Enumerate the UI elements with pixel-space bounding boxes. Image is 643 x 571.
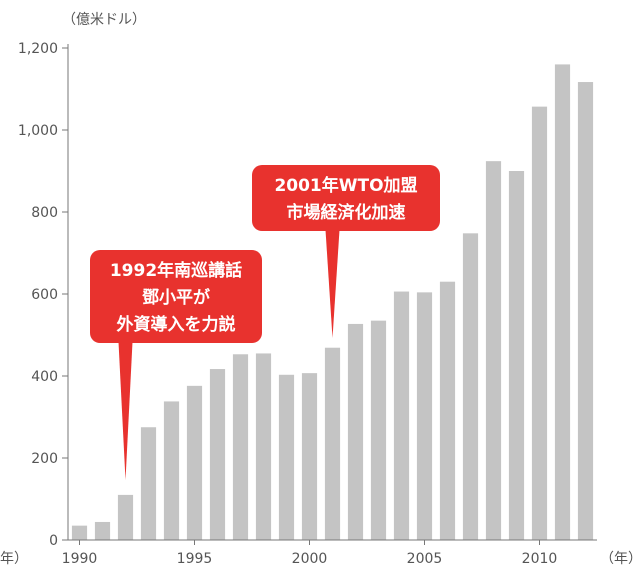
x-axis-unit-left: 年） [0,551,28,567]
callout-box [90,250,262,343]
y-axis-unit: （億米ドル） [62,12,146,28]
bar-1991 [94,521,111,540]
bar-2005 [416,292,433,540]
bar-1997 [232,354,249,540]
bar-2003 [370,320,387,540]
x-tick-label: 2000 [292,551,328,567]
x-tick-label: 2010 [522,551,558,567]
x-tick-label: 1995 [177,551,213,567]
y-tick-label: 1,200 [18,41,58,57]
callout-pointer [118,342,133,480]
bar-2004 [393,291,410,540]
bar-1995 [186,385,203,540]
callout-line: 鄧小平が [141,287,210,308]
callout-box [252,165,440,231]
bar-2007 [462,233,479,540]
bar-1996 [209,369,226,540]
y-tick-label: 200 [31,451,58,467]
x-axis-ticks: 1990 1995 2000 2005 2010 [62,540,558,567]
y-tick-label: 400 [31,369,58,385]
bar-2010 [531,106,548,540]
y-axis-ticks: 0 200 400 600 800 1,000 1,200 [18,41,68,549]
callout-line: 2001年WTO加盟 [274,175,417,196]
bar-2001 [324,347,341,540]
bar-1998 [255,353,272,540]
bar-2012 [577,82,594,540]
bar-2006 [439,281,456,540]
callout-line: 市場経済化加速 [287,202,406,223]
callout-pointer [325,230,340,338]
bar-2011 [554,64,571,541]
bar-2002 [347,323,364,540]
y-tick-label: 1,000 [18,123,58,139]
bar-1993 [140,427,157,540]
bars [71,64,594,541]
bar-2009 [508,171,525,540]
bar-1990 [71,525,88,540]
y-tick-label: 0 [49,533,58,549]
callout-line: 外資導入を力説 [117,314,236,335]
axes [67,44,597,541]
x-tick-label: 2005 [407,551,443,567]
x-tick-label: 1990 [62,551,98,567]
x-axis-unit: （年） [600,551,642,567]
bar-1994 [163,401,180,540]
bar-2000 [301,373,318,540]
y-tick-label: 600 [31,287,58,303]
bar-1992 [117,494,134,540]
bar-1999 [278,374,295,540]
callout-line: 1992年南巡講話 [110,260,242,281]
y-tick-label: 800 [31,205,58,221]
bar-2008 [485,161,502,540]
